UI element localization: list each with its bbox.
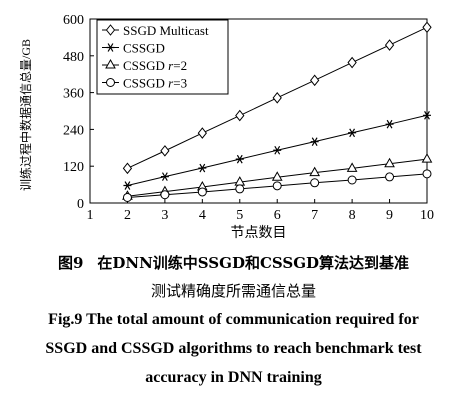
series-1 (122, 21, 432, 175)
x-tick-label: 5 (236, 208, 243, 223)
series-2 (123, 110, 431, 190)
data-point (385, 119, 394, 129)
data-point (272, 92, 282, 104)
y-tick-label: 120 (63, 160, 84, 175)
data-point (422, 21, 432, 34)
y-tick-label: 0 (77, 197, 84, 212)
x-tick-label: 4 (199, 208, 206, 223)
data-point (422, 169, 432, 179)
chart-series-layer (122, 21, 433, 202)
data-point (160, 190, 170, 200)
x-tick-label: 8 (349, 208, 356, 223)
data-point (347, 56, 357, 69)
data-point (384, 157, 395, 168)
chart-legend: SSGD Multicast CSSGD CSSGD r=2 CSSGD r=3 (96, 19, 229, 95)
legend-marker (106, 43, 115, 52)
data-point (197, 127, 207, 139)
plot-frame (89, 18, 428, 204)
figure-caption-en-line3: accuracy in DNN training (145, 369, 322, 386)
data-point (310, 178, 320, 188)
legend-item: CSSGD r=3 (102, 76, 187, 91)
legend-item: CSSGD r=2 (102, 58, 187, 73)
legend-marker (105, 58, 116, 69)
data-point (197, 187, 207, 197)
legend-marker (105, 24, 116, 36)
data-point (273, 145, 282, 155)
chart-axes: 1 2 3 4 5 6 7 8 9 10 0 120 240 360 480 600 节点数目 训练过程中数据通信… (18, 13, 434, 241)
y-tick-label: 600 (63, 13, 84, 28)
x-tick-label: 10 (420, 208, 434, 223)
data-point (346, 162, 358, 172)
data-point (160, 145, 170, 157)
y-tick-label: 480 (63, 50, 84, 65)
figure-caption-en-line1: Fig.9 The total amount of communication … (48, 311, 419, 328)
data-point (385, 172, 395, 182)
y-axis-title: 训练过程中数据通信总量/GB (18, 39, 33, 191)
data-point (310, 137, 319, 146)
data-point (384, 39, 395, 51)
data-point (347, 175, 357, 185)
y-tick-label: 240 (63, 123, 84, 138)
figure-title-cn: 在DNN训练中SSGD和CSSGD算法达到基准 (97, 254, 410, 272)
x-tick-label: 3 (161, 208, 168, 223)
legend-label: CSSGD r=3 (123, 76, 187, 91)
data-point (235, 154, 244, 164)
legend-marker (106, 78, 115, 87)
data-point (234, 176, 246, 186)
legend-item: CSSGD (102, 41, 165, 56)
figure-number-cn: 图9 (57, 254, 84, 272)
y-tick-label: 360 (63, 87, 84, 102)
data-point (160, 172, 169, 181)
data-point (122, 192, 132, 202)
data-point (271, 171, 283, 181)
x-tick-label: 9 (386, 208, 393, 223)
data-point (348, 128, 357, 138)
legend-item: SSGD Multicast (102, 23, 209, 38)
legend-label: SSGD Multicast (123, 23, 209, 38)
x-tick-label: 2 (124, 208, 131, 223)
data-point (123, 181, 132, 190)
data-point (423, 110, 431, 120)
data-point (310, 74, 320, 87)
figure-caption-cn-line2: 测试精确度所需通信总量 (150, 282, 316, 300)
data-point (235, 109, 245, 122)
data-point (235, 184, 245, 194)
figure-caption-cn-line1: 图9 在DNN训练中SSGD和CSSGD算法达到基准 (0, 252, 467, 273)
data-point (198, 163, 207, 173)
legend-label: CSSGD (123, 41, 165, 56)
figure-caption-en-line2: SSGD and CSSGD algorithms to reach bench… (45, 340, 422, 357)
data-point (421, 153, 433, 163)
series-4 (122, 169, 432, 202)
x-axis-title: 节点数目 (231, 225, 287, 241)
data-point (309, 166, 321, 177)
x-tick-label: 6 (274, 208, 281, 223)
legend-label: CSSGD r=2 (123, 58, 187, 73)
x-tick-label: 1 (87, 208, 94, 223)
data-point (122, 162, 133, 175)
legend-box (96, 19, 229, 95)
x-tick-label: 7 (311, 208, 318, 223)
data-point (272, 181, 282, 191)
